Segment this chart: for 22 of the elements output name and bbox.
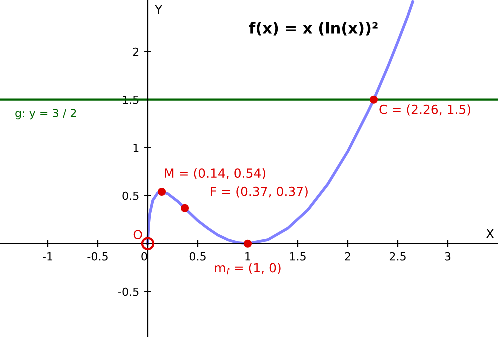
ref-line-label: g: y = 3 / 2 [16,109,76,120]
x-tick-label: 3 [445,252,451,261]
annotation: O [134,230,142,240]
y-axis-title: Y [154,5,163,14]
x-tick-label: 2.5 [390,252,406,261]
x-tick-label: -1 [43,252,53,261]
y-tick-label: -0.5 [118,288,139,296]
y-tick-label: 2 [133,48,139,56]
x-tick-label: -0.5 [88,252,108,261]
x-tick-label: 2 [345,252,350,261]
x-tick-label: 0 [142,252,148,261]
x-tick-label: 1.5 [290,252,306,261]
x-tick-label: 1 [246,252,251,261]
annotation: m$_{f}$ = (1, 0) [215,263,281,275]
x-axis-title: X [486,229,494,238]
annotation: F = (0.37, 0.37) [211,186,308,198]
x-tick-label: 0.5 [190,252,206,261]
annotation: C = (2.26, 1.5) [380,104,470,116]
annotation: M = (0.14, 0.54) [165,168,266,180]
y-tick-label: 1 [134,144,139,152]
text: f(x) = x (ln(x))² [249,22,378,36]
y-tick-label: 0.5 [122,192,139,200]
